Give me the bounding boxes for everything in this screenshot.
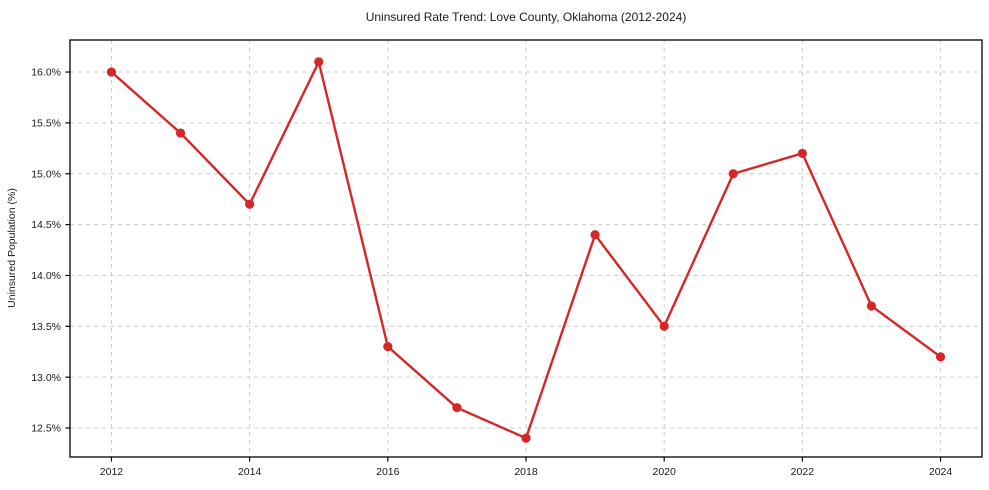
data-point [728,169,738,179]
data-point [175,128,186,138]
y-tick-label: 15.0% [31,168,61,180]
y-tick-label: 12.5% [31,423,61,435]
y-tick-label: 16.0% [31,67,61,79]
data-point [590,230,600,240]
y-tick-label: 14.5% [31,219,61,231]
data-point [521,433,531,443]
grid-layer [70,40,982,457]
data-point [452,403,462,413]
y-tick-label: 13.5% [31,321,61,333]
x-tick-label: 2012 [100,466,124,478]
data-point [245,199,255,209]
data-point [866,301,877,311]
x-tick-label: 2014 [238,466,262,478]
axes-layer [65,39,983,462]
x-tick-label: 2016 [376,466,400,478]
data-point [797,148,807,159]
x-tick-label: 2022 [791,466,815,478]
y-axis-label: Uninsured Population (%) [6,188,18,308]
x-tick-label: 2018 [514,466,538,478]
data-point [659,321,669,331]
chart-title: Uninsured Rate Trend: Love County, Oklah… [366,10,687,24]
data-point [314,57,324,67]
x-tick-label: 2020 [653,466,677,478]
y-tick-label: 14.0% [31,270,61,282]
y-tick-label: 13.0% [31,372,61,384]
y-tick-label: 15.5% [31,117,61,129]
data-point [106,67,117,77]
data-point [383,342,393,352]
tick-label-layer: 12.5% 13.0% 13.5% 14.0% 14.5% 15.0% 15.5% 16.0%… [31,67,952,478]
x-tick-label: 2024 [929,466,953,478]
series-layer [106,57,946,443]
data-point [935,352,946,362]
